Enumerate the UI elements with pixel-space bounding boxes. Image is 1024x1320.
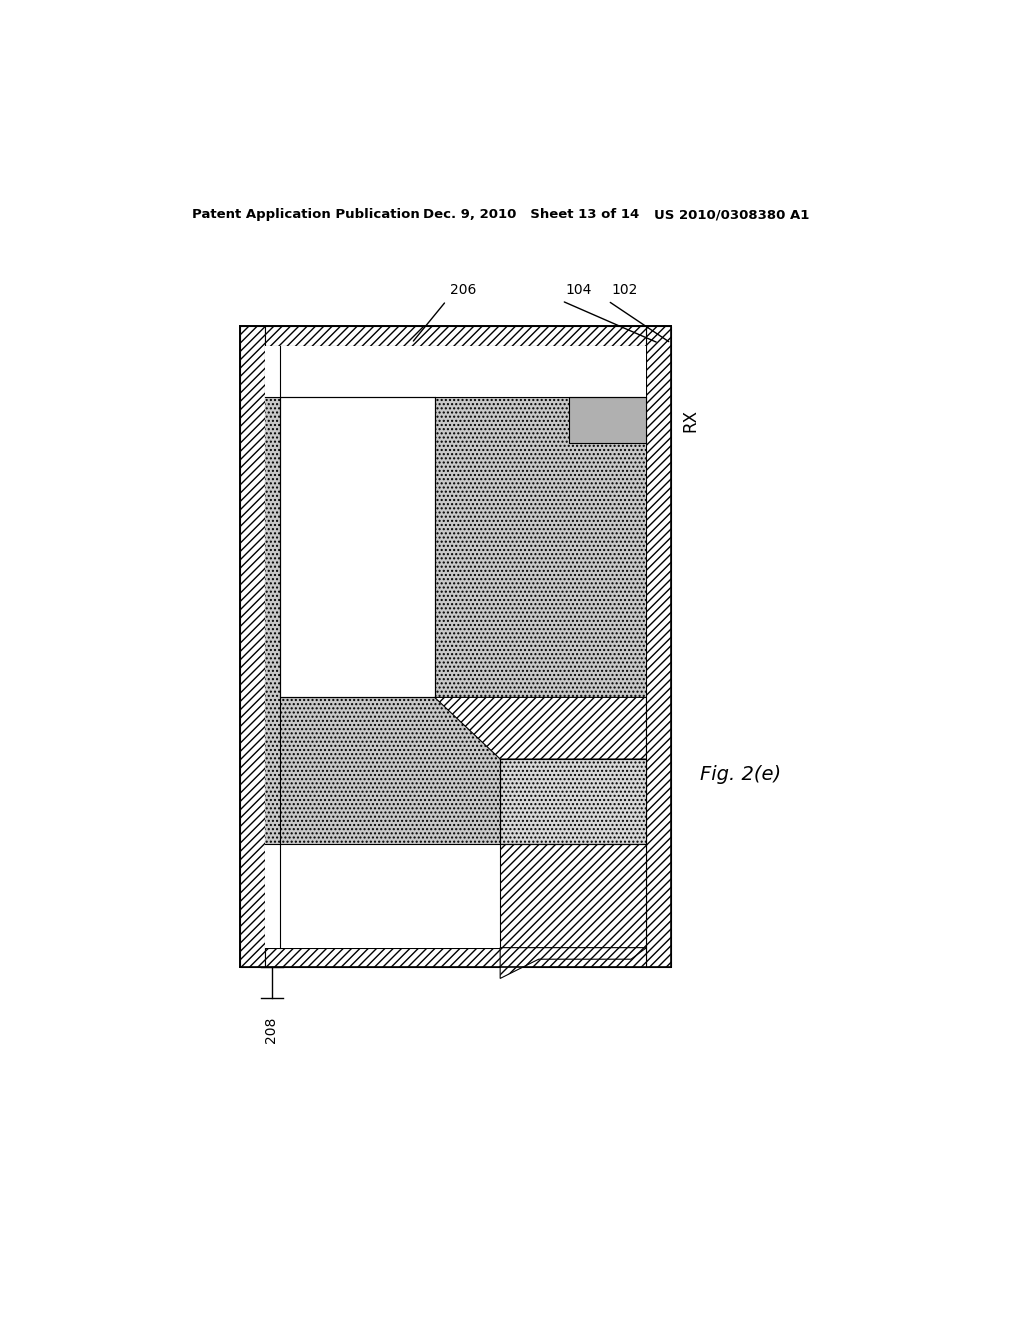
Bar <box>500 759 646 843</box>
Text: PC: PC <box>571 793 591 809</box>
Text: 218: 218 <box>316 675 345 689</box>
Bar <box>264 326 646 346</box>
Bar <box>264 843 646 948</box>
Bar <box>569 397 646 444</box>
Polygon shape <box>500 843 646 948</box>
Text: 104: 104 <box>565 282 592 297</box>
Bar <box>264 948 646 966</box>
Text: RX: RX <box>681 409 699 432</box>
Bar <box>264 346 646 397</box>
Bar <box>646 326 671 966</box>
Text: 208: 208 <box>264 1016 279 1043</box>
Text: Fig. 2(e): Fig. 2(e) <box>700 764 781 784</box>
Text: 206: 206 <box>451 282 476 297</box>
Bar <box>264 397 646 843</box>
Bar <box>240 326 264 966</box>
Bar <box>280 397 435 697</box>
Text: 102: 102 <box>611 282 638 297</box>
Polygon shape <box>500 948 646 978</box>
Text: Patent Application Publication: Patent Application Publication <box>193 209 420 222</box>
Bar <box>240 326 671 966</box>
Bar <box>264 346 280 397</box>
Text: Dec. 9, 2010   Sheet 13 of 14: Dec. 9, 2010 Sheet 13 of 14 <box>423 209 639 222</box>
Polygon shape <box>435 697 646 759</box>
Text: US 2010/0308380 A1: US 2010/0308380 A1 <box>654 209 810 222</box>
